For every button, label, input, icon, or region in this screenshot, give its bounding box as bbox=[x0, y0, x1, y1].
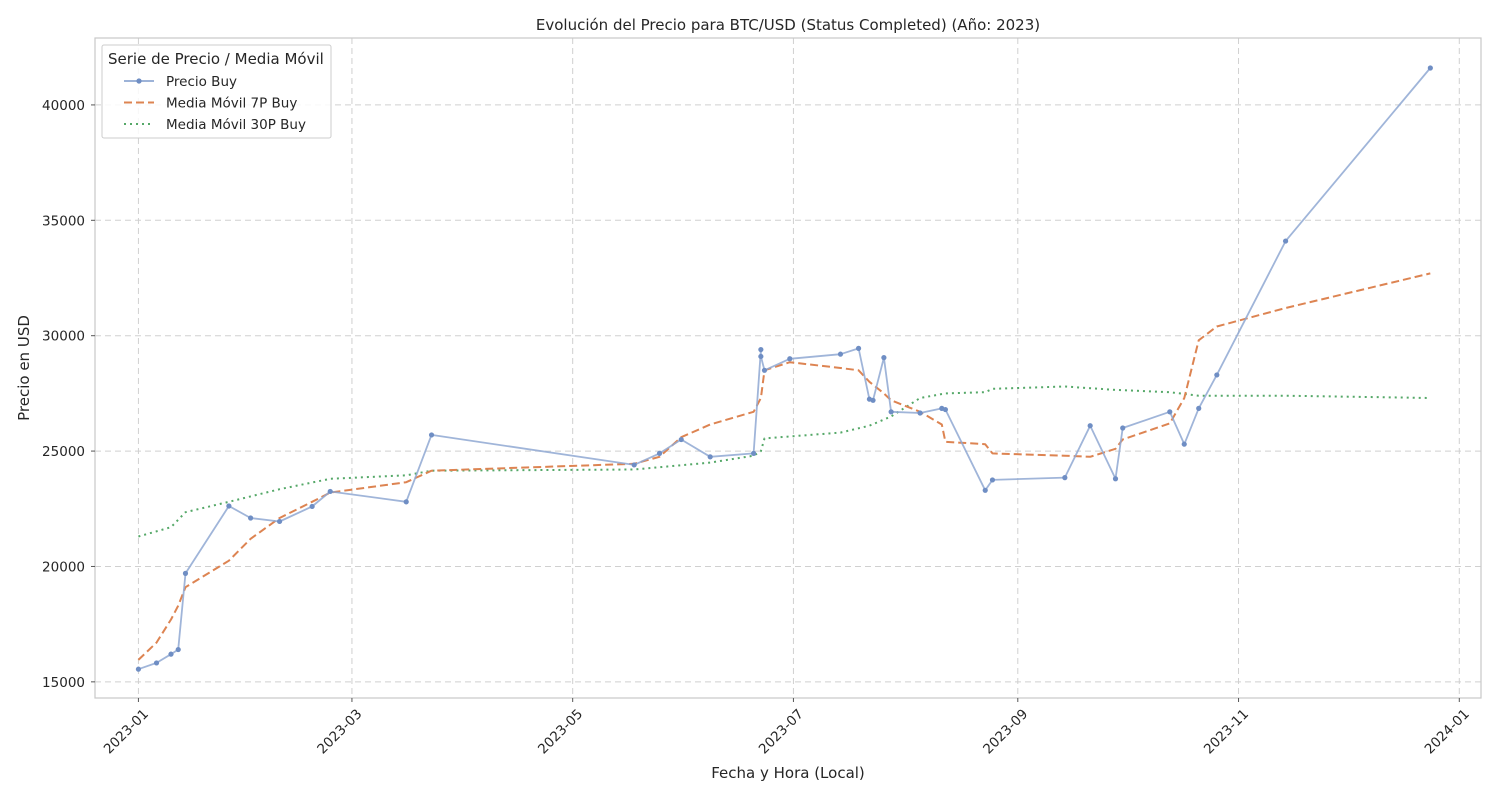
y-tick-label: 15000 bbox=[42, 675, 85, 691]
y-tick-label: 40000 bbox=[42, 98, 85, 114]
data-point bbox=[888, 409, 894, 415]
plot-frame bbox=[94, 37, 1482, 699]
series-2 bbox=[138, 385, 1431, 538]
data-point bbox=[1087, 423, 1093, 429]
y-tick-label: 35000 bbox=[42, 213, 85, 229]
data-point bbox=[917, 410, 923, 416]
data-point bbox=[855, 345, 862, 351]
data-point bbox=[870, 397, 876, 403]
series-line bbox=[137, 272, 1431, 661]
chart-title: Evolución del Precio para BTC/USD (Statu… bbox=[536, 16, 1040, 34]
data-point bbox=[327, 488, 333, 495]
data-point bbox=[707, 454, 713, 460]
data-point bbox=[758, 353, 764, 360]
data-point bbox=[276, 518, 283, 525]
legend-items: Precio Buy Media Móvil 7P Buy Media Móvil … bbox=[124, 74, 306, 133]
data-point bbox=[135, 666, 142, 672]
data-point bbox=[761, 367, 768, 373]
series-1 bbox=[137, 272, 1431, 661]
data-point bbox=[758, 346, 764, 353]
legend-label: Media Móvil 7P Buy bbox=[166, 96, 297, 112]
data-point bbox=[175, 646, 181, 653]
data-point bbox=[837, 351, 844, 357]
data-point bbox=[153, 660, 160, 666]
y-tick-label: 20000 bbox=[42, 559, 85, 575]
data-point bbox=[1196, 405, 1202, 411]
series-layer bbox=[135, 65, 1433, 672]
data-point bbox=[1282, 238, 1289, 244]
data-point bbox=[989, 477, 996, 483]
data-point bbox=[1120, 425, 1126, 431]
data-point bbox=[751, 450, 757, 456]
data-point bbox=[226, 503, 232, 509]
y-tick-label: 25000 bbox=[42, 444, 85, 460]
data-point bbox=[168, 651, 174, 657]
data-point bbox=[942, 406, 949, 413]
grid bbox=[95, 38, 1481, 698]
data-point bbox=[1214, 372, 1220, 378]
data-point bbox=[1427, 65, 1433, 71]
data-point bbox=[309, 503, 315, 510]
data-point bbox=[248, 515, 254, 521]
data-point bbox=[182, 570, 189, 576]
series-line bbox=[138, 385, 1431, 538]
legend-marker bbox=[136, 78, 142, 84]
legend-box bbox=[101, 44, 332, 139]
data-point bbox=[982, 487, 988, 493]
data-point bbox=[428, 432, 435, 438]
data-point bbox=[1112, 476, 1119, 482]
legend-label: Precio Buy bbox=[166, 74, 237, 90]
legend: Serie de Precio / Media Móvil Precio Buy… bbox=[101, 44, 332, 139]
legend-label: Media Móvil 30P Buy bbox=[166, 117, 306, 133]
series-0 bbox=[135, 65, 1433, 672]
data-point bbox=[656, 450, 663, 456]
legend-title: Serie de Precio / Media Móvil bbox=[108, 50, 324, 68]
y-axis-label: Precio en USD bbox=[15, 315, 33, 421]
data-point bbox=[881, 355, 887, 361]
data-point bbox=[787, 356, 793, 362]
data-point bbox=[1062, 475, 1068, 481]
data-point bbox=[631, 462, 637, 468]
y-tick-label: 30000 bbox=[42, 329, 85, 345]
series-line bbox=[138, 67, 1431, 671]
data-point bbox=[1167, 409, 1173, 415]
x-axis-label: Fecha y Hora (Local) bbox=[711, 764, 865, 782]
data-point bbox=[678, 436, 684, 443]
data-point bbox=[1181, 441, 1187, 447]
data-point bbox=[403, 499, 409, 505]
